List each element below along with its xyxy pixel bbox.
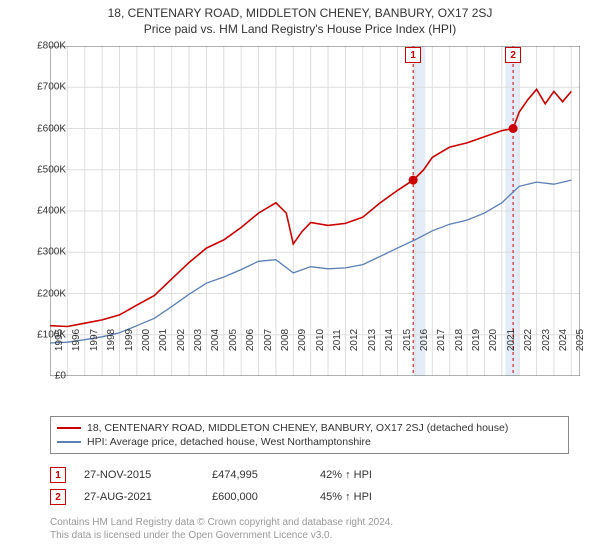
- legend-label: 18, CENTENARY ROAD, MIDDLETON CHENEY, BA…: [87, 422, 508, 434]
- x-tick-label: 2021: [506, 329, 517, 351]
- x-tick-label: 2003: [193, 329, 204, 351]
- x-tick-label: 2013: [367, 329, 378, 351]
- x-tick-label: 2000: [141, 329, 152, 351]
- x-tick-label: 2019: [471, 329, 482, 351]
- x-tick-label: 2020: [488, 329, 499, 351]
- x-tick-label: 2001: [158, 329, 169, 351]
- x-tick-label: 2016: [419, 329, 430, 351]
- x-tick-label: 1995: [54, 329, 65, 351]
- legend-swatch: [57, 427, 81, 429]
- x-tick-label: 2011: [332, 329, 343, 351]
- x-tick-label: 1997: [89, 329, 100, 351]
- sale-row: 2 27-AUG-2021 £600,000 45% ↑ HPI: [50, 486, 410, 508]
- x-tick-label: 2004: [210, 329, 221, 351]
- x-tick-label: 2006: [245, 329, 256, 351]
- legend-item: 18, CENTENARY ROAD, MIDDLETON CHENEY, BA…: [57, 421, 562, 435]
- x-tick-label: 2005: [228, 329, 239, 351]
- x-tick-label: 2023: [541, 329, 552, 351]
- sale-records: 1 27-NOV-2015 £474,995 42% ↑ HPI 2 27-AU…: [50, 464, 410, 508]
- x-tick-label: 2009: [297, 329, 308, 351]
- chart-title-address: 18, CENTENARY ROAD, MIDDLETON CHENEY, BA…: [0, 6, 600, 20]
- y-tick-label: £0: [55, 371, 66, 382]
- footer-line: This data is licensed under the Open Gov…: [50, 529, 393, 542]
- sale-row: 1 27-NOV-2015 £474,995 42% ↑ HPI: [50, 464, 410, 486]
- sale-hpi-delta: 42% ↑ HPI: [320, 469, 410, 481]
- x-tick-label: 2022: [523, 329, 534, 351]
- y-tick-label: £700K: [37, 82, 66, 93]
- sale-price: £600,000: [212, 491, 302, 503]
- sale-date: 27-NOV-2015: [84, 469, 194, 481]
- chart-subtitle: Price paid vs. HM Land Registry's House …: [0, 22, 600, 36]
- x-tick-label: 1998: [106, 329, 117, 351]
- y-tick-label: £400K: [37, 206, 66, 217]
- footer-attribution: Contains HM Land Registry data © Crown c…: [50, 516, 393, 542]
- x-tick-label: 2014: [384, 329, 395, 351]
- sale-marker-icon: 2: [50, 489, 66, 505]
- x-tick-label: 1999: [124, 329, 135, 351]
- chart-area: [50, 46, 580, 376]
- x-tick-label: 2024: [558, 329, 569, 351]
- x-tick-label: 2010: [315, 329, 326, 351]
- footer-line: Contains HM Land Registry data © Crown c…: [50, 516, 393, 529]
- title-block: 18, CENTENARY ROAD, MIDDLETON CHENEY, BA…: [0, 0, 600, 36]
- legend: 18, CENTENARY ROAD, MIDDLETON CHENEY, BA…: [50, 416, 569, 454]
- x-tick-label: 2015: [402, 329, 413, 351]
- x-tick-label: 2018: [454, 329, 465, 351]
- x-tick-label: 2012: [349, 329, 360, 351]
- y-tick-label: £500K: [37, 164, 66, 175]
- y-tick-label: £600K: [37, 123, 66, 134]
- chart-svg: [50, 46, 580, 376]
- y-tick-label: £200K: [37, 288, 66, 299]
- x-tick-label: 2002: [176, 329, 187, 351]
- chart-container: 18, CENTENARY ROAD, MIDDLETON CHENEY, BA…: [0, 0, 600, 560]
- chart-sale-marker: 2: [505, 47, 521, 63]
- x-tick-label: 2017: [436, 329, 447, 351]
- x-tick-label: 1996: [71, 329, 82, 351]
- x-tick-label: 2025: [575, 329, 586, 351]
- sale-price: £474,995: [212, 469, 302, 481]
- y-tick-label: £300K: [37, 247, 66, 258]
- sale-hpi-delta: 45% ↑ HPI: [320, 491, 410, 503]
- chart-sale-marker: 1: [405, 47, 421, 63]
- legend-swatch: [57, 441, 81, 443]
- y-tick-label: £800K: [37, 41, 66, 52]
- legend-item: HPI: Average price, detached house, West…: [57, 435, 562, 449]
- x-tick-label: 2008: [280, 329, 291, 351]
- sale-date: 27-AUG-2021: [84, 491, 194, 503]
- legend-label: HPI: Average price, detached house, West…: [87, 436, 371, 448]
- sale-marker-icon: 1: [50, 467, 66, 483]
- x-tick-label: 2007: [263, 329, 274, 351]
